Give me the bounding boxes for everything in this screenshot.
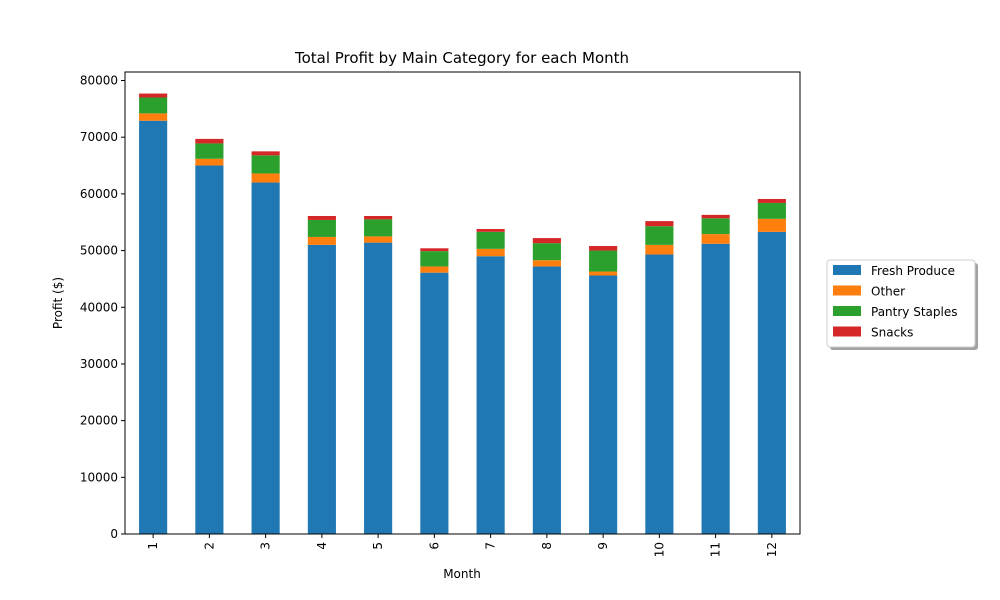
bar-segment — [532, 260, 561, 267]
bar-segment — [364, 219, 393, 237]
x-axis-ticks: 1 2 3 4 5 6 7 8 9 10 11 12 — [146, 534, 779, 557]
bar-segment — [532, 266, 561, 534]
bar-segment — [195, 143, 224, 159]
legend-label: Pantry Staples — [871, 305, 957, 319]
bar-segment — [645, 244, 674, 255]
bar-segment — [757, 202, 786, 219]
x-tick-label: 12 — [765, 542, 779, 557]
x-tick-label: 1 — [146, 542, 160, 550]
bar-segment — [589, 250, 618, 272]
y-tick-label: 10000 — [80, 470, 118, 484]
x-tick-label: 5 — [371, 542, 385, 550]
legend-swatch — [833, 326, 861, 337]
bar-segment — [195, 165, 224, 534]
legend-swatch — [833, 265, 861, 275]
bar-segment — [701, 214, 730, 219]
x-tick-label: 4 — [315, 542, 329, 550]
plot-frame — [124, 71, 801, 535]
x-tick-label: 8 — [540, 542, 554, 550]
bar-segment — [589, 271, 618, 276]
bar-segment — [645, 226, 674, 245]
bar-segment — [701, 243, 730, 534]
legend-swatch — [833, 285, 861, 296]
bar-segment — [307, 236, 336, 245]
bar-segment — [364, 236, 393, 243]
y-tick-label: 40000 — [80, 300, 118, 314]
legend-label: Fresh Produce — [871, 264, 955, 278]
x-tick-label: 9 — [596, 542, 610, 550]
legend-label: Snacks — [871, 326, 913, 340]
bar-segment — [307, 219, 336, 237]
bar-segment — [139, 120, 168, 535]
bar-segment — [645, 221, 674, 227]
bar-segment — [476, 248, 505, 257]
y-tick-label: 50000 — [80, 244, 118, 258]
y-tick-label: 20000 — [80, 414, 118, 428]
bar-segment — [139, 113, 168, 121]
x-tick-label: 6 — [427, 542, 441, 550]
x-axis-label: Month — [443, 567, 481, 581]
bar-segment — [364, 215, 393, 220]
bar-segment — [139, 93, 168, 98]
bar-segment — [476, 231, 505, 249]
y-axis-label: Profit ($) — [51, 277, 65, 329]
bar-segment — [364, 242, 393, 534]
legend-label: Other — [871, 285, 905, 299]
bar-segment — [476, 256, 505, 534]
bar-segment — [195, 158, 224, 166]
bar-segment — [251, 182, 280, 535]
y-tick-label: 70000 — [80, 130, 118, 144]
bar-segment — [420, 272, 449, 534]
bar-segment — [420, 251, 449, 267]
y-tick-label: 30000 — [80, 357, 118, 371]
bar-segment — [532, 243, 561, 261]
y-tick-label: 0 — [110, 527, 118, 541]
bar-segment — [701, 234, 730, 244]
x-tick-label: 10 — [652, 542, 666, 557]
x-tick-label: 7 — [484, 542, 498, 550]
bar-segment — [701, 218, 730, 235]
bar-segment — [589, 246, 618, 251]
x-tick-label: 2 — [202, 542, 216, 550]
bar-segment — [195, 138, 224, 144]
bar-segment — [307, 244, 336, 535]
bar-segment — [420, 248, 449, 252]
bar-segment — [589, 275, 618, 534]
bar-segment — [307, 215, 336, 220]
bar-segment — [645, 254, 674, 534]
y-tick-label: 60000 — [80, 187, 118, 201]
legend: Fresh Produce Other Pantry Staples Snacks — [826, 259, 978, 350]
bar-segment — [757, 198, 786, 203]
y-axis-ticks: 0 10000 20000 30000 40000 50000 60000 70000 8000… — [80, 74, 125, 541]
bar-segment — [251, 155, 280, 174]
bar-segment — [757, 231, 786, 534]
bar-segment — [139, 97, 168, 114]
legend-swatch — [833, 306, 861, 316]
bar-segment — [420, 266, 449, 273]
bar-segment — [251, 173, 280, 183]
bar-segment — [476, 229, 505, 232]
legend-frame — [826, 259, 976, 348]
x-tick-label: 11 — [709, 542, 723, 557]
bars-group — [139, 93, 786, 535]
chart-title: Total Profit by Main Category for each M… — [294, 49, 629, 67]
bar-segment — [757, 218, 786, 232]
x-tick-label: 3 — [259, 542, 273, 550]
bar-segment — [251, 151, 280, 156]
y-tick-label: 80000 — [80, 74, 118, 88]
bar-segment — [532, 238, 561, 244]
